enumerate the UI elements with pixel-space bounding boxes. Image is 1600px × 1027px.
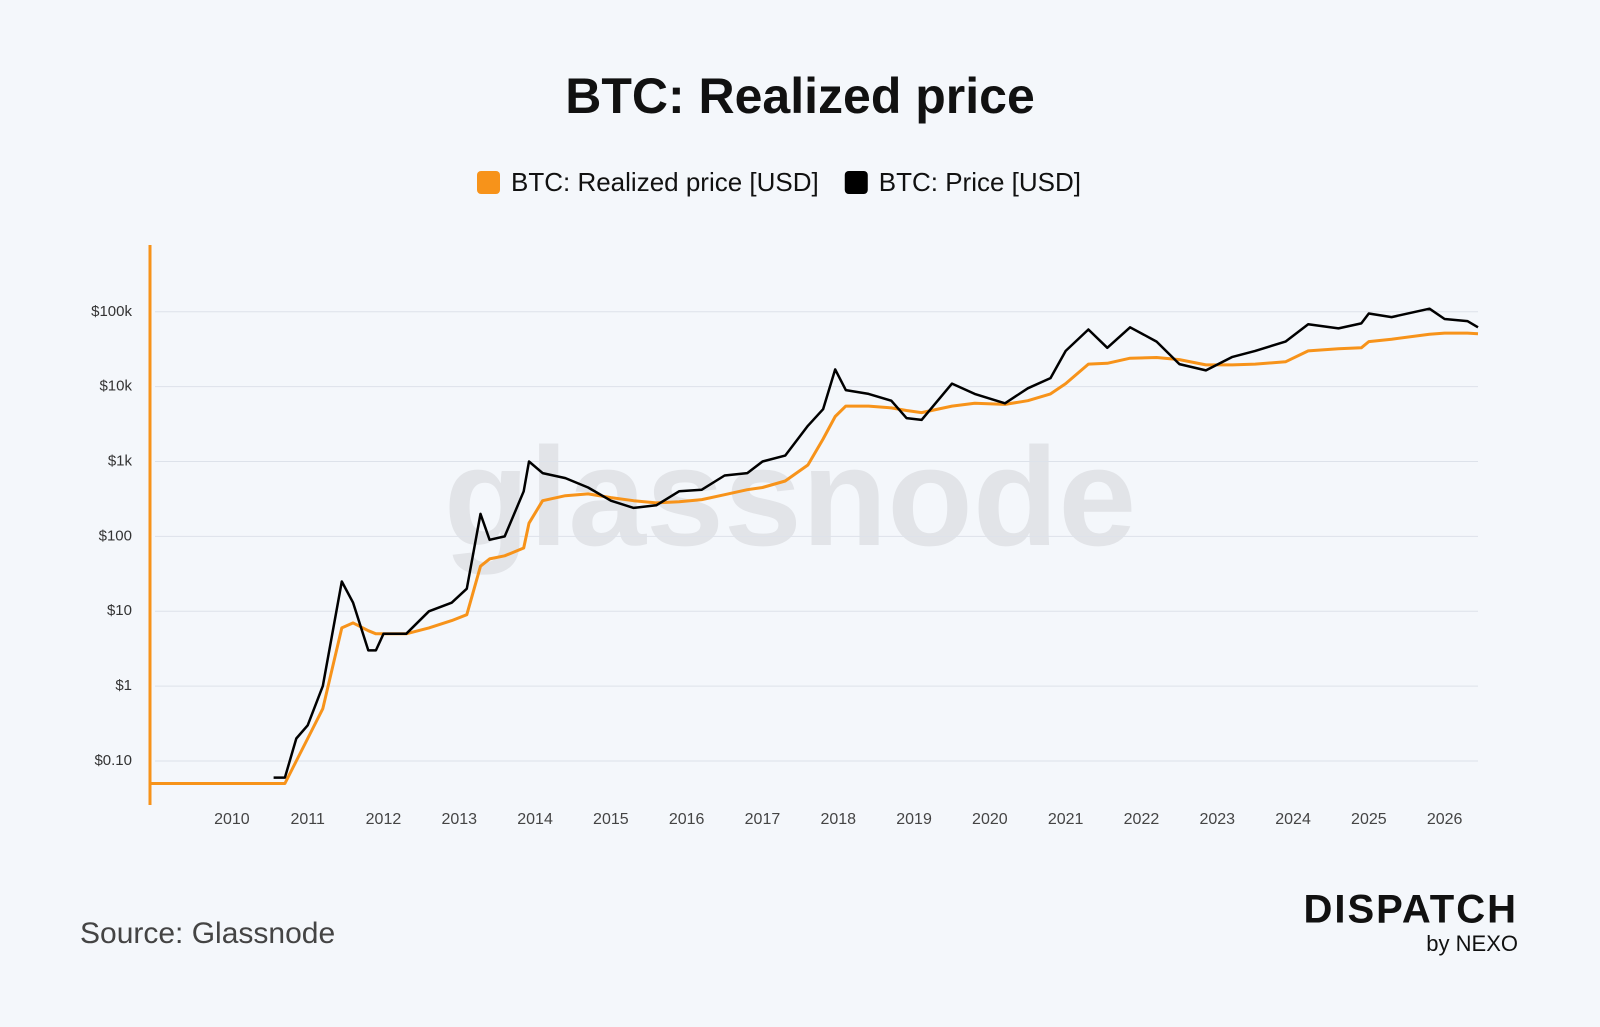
y-tick-label: $10k	[99, 378, 132, 395]
y-tick-label: $10	[107, 602, 132, 619]
x-tick-label: 2017	[745, 811, 781, 828]
x-tick-label: 2021	[1048, 811, 1084, 828]
x-tick-label: 2012	[366, 811, 402, 828]
legend-label: BTC: Price [USD]	[879, 167, 1081, 197]
y-tick-label: $0.10	[94, 752, 132, 769]
watermark: glassnode	[444, 418, 1136, 575]
x-tick-label: 2014	[517, 811, 553, 828]
legend-swatch	[477, 171, 500, 194]
chart-title: BTC: Realized price	[565, 68, 1035, 124]
y-tick-label: $100	[99, 527, 132, 544]
x-tick-label: 2013	[441, 811, 477, 828]
brand-sub: by NEXO	[1426, 931, 1518, 956]
x-tick-label: 2022	[1124, 811, 1160, 828]
y-tick-label: $1	[115, 677, 132, 694]
x-tick-label: 2020	[972, 811, 1008, 828]
x-tick-label: 2019	[896, 811, 932, 828]
brand-name: DISPATCH	[1303, 888, 1518, 932]
x-tick-label: 2011	[290, 811, 325, 828]
x-tick-label: 2010	[214, 811, 250, 828]
x-tick-label: 2016	[669, 811, 705, 828]
x-tick-label: 2024	[1275, 811, 1311, 828]
x-tick-label: 2026	[1427, 811, 1463, 828]
source: Source: Glassnode	[80, 917, 335, 950]
x-tick-label: 2018	[820, 811, 856, 828]
x-tick-label: 2023	[1199, 811, 1235, 828]
line-series	[273, 307, 1479, 779]
y-tick-label: $100k	[91, 303, 132, 320]
line-series	[150, 331, 1479, 785]
legend-swatch	[844, 171, 868, 194]
legend-label: BTC: Realized price [USD]	[511, 167, 819, 197]
y-tick-label: $1k	[108, 452, 133, 469]
x-tick-label: 2015	[593, 811, 629, 828]
x-tick-label: 2025	[1351, 811, 1387, 828]
